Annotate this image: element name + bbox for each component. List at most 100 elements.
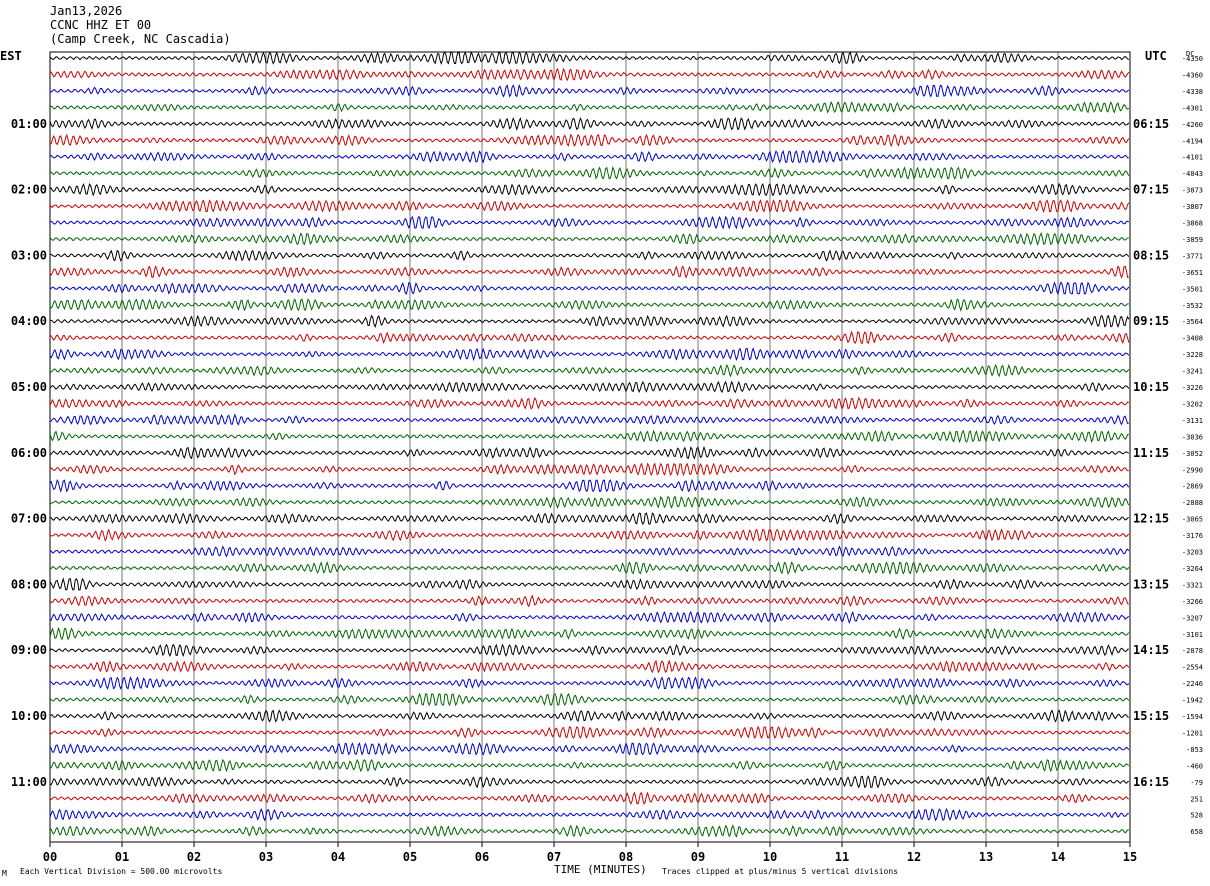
- dc-offset-label: -4194: [1182, 137, 1203, 145]
- dc-offset-label: -3873: [1182, 187, 1203, 195]
- trace-line: [49, 101, 1130, 114]
- scale-note: Each Vertical Division = 500.00 microvol…: [20, 867, 223, 876]
- axis-labels: 00 01 02 03 04 05 06 07 08 09 10 11 12 13 14 15 -4350 -43…: [11, 55, 1203, 864]
- dc-offset-label: -79: [1190, 779, 1203, 787]
- x-tick-label: 12: [907, 850, 921, 864]
- trace-line: [49, 807, 1129, 822]
- plot-border: [49, 51, 1131, 843]
- trace-line: [49, 429, 1130, 444]
- trace-line: [49, 232, 1129, 246]
- trace-line: [49, 758, 1130, 773]
- dc-label: DC: [1186, 50, 1195, 58]
- trace-line: [49, 610, 1130, 625]
- x-tick-label: 02: [187, 850, 201, 864]
- dc-offset-label: -3564: [1182, 318, 1203, 326]
- trace-line: [49, 133, 1130, 148]
- dc-offset-label: -2888: [1182, 499, 1203, 507]
- trace-line: [49, 347, 1130, 362]
- trace-line: [49, 199, 1130, 213]
- utc-hour-label: 11:15: [1133, 446, 1169, 460]
- utc-hour-label: 06:15: [1133, 117, 1169, 131]
- x-tick-label: 06: [475, 850, 489, 864]
- dc-offset-label: -4260: [1182, 121, 1203, 129]
- est-hour-label: 10:00: [11, 709, 47, 723]
- dc-offset-label: -2246: [1182, 680, 1203, 688]
- chart-date: Jan13,2026: [50, 4, 123, 18]
- x-tick-label: 05: [403, 850, 417, 864]
- utc-hour-label: 13:15: [1133, 577, 1169, 591]
- dc-offset-label: -3321: [1182, 581, 1203, 589]
- dc-offset-label: -2990: [1182, 466, 1203, 474]
- dc-offset-label: -4043: [1182, 170, 1203, 178]
- utc-hour-label: 08:15: [1133, 248, 1169, 262]
- x-tick-label: 08: [619, 850, 633, 864]
- est-hour-label: 05:00: [11, 380, 47, 394]
- trace-line: [49, 791, 1130, 806]
- trace-line: [49, 495, 1130, 509]
- est-hour-label: 11:00: [11, 775, 47, 789]
- dc-offset-label: -3202: [1182, 400, 1203, 408]
- dc-offset-label: -3065: [1182, 516, 1203, 524]
- dc-offset-label: -3203: [1182, 549, 1203, 557]
- dc-offset-label: -4338: [1182, 88, 1203, 96]
- dc-offset-label: -3859: [1182, 236, 1203, 244]
- trace-line: [49, 709, 1130, 723]
- dc-offset-label: 251: [1190, 795, 1203, 803]
- dc-offset-label: -3176: [1182, 532, 1203, 540]
- trace-line: [49, 215, 1130, 230]
- dc-offset-label: -3408: [1182, 335, 1203, 343]
- x-tick-label: 00: [43, 850, 57, 864]
- utc-hour-label: 14:15: [1133, 643, 1169, 657]
- dc-offset-label: -3131: [1182, 417, 1203, 425]
- dc-offset-label: 658: [1190, 828, 1203, 836]
- clip-note: Traces clipped at plus/minus 5 vertical …: [662, 867, 899, 876]
- trace-line: [49, 445, 1130, 460]
- chart-location: (Camp Creek, NC Cascadia): [50, 32, 231, 46]
- utc-hour-label: 09:15: [1133, 314, 1169, 328]
- x-axis-label: TIME (MINUTES): [554, 863, 647, 876]
- trace-line: [49, 692, 1130, 707]
- dc-offset-label: -3264: [1182, 565, 1203, 573]
- utc-hour-label: 10:15: [1133, 380, 1169, 394]
- dc-offset-label: -3036: [1182, 433, 1203, 441]
- x-tick-label: 09: [691, 850, 705, 864]
- x-tick-label: 15: [1123, 850, 1137, 864]
- x-tick-label: 04: [331, 850, 345, 864]
- trace-line: [49, 314, 1130, 329]
- x-tick-label: 10: [763, 850, 777, 864]
- trace-line: [49, 545, 1130, 558]
- trace-line: [49, 561, 1130, 576]
- est-hour-label: 03:00: [11, 248, 47, 262]
- chart-station: CCNC HHZ ET 00: [50, 18, 152, 32]
- trace-line: [49, 83, 1130, 98]
- utc-hour-label: 15:15: [1133, 709, 1169, 723]
- dc-offset-label: -3226: [1182, 384, 1203, 392]
- trace-line: [49, 742, 1130, 756]
- utc-hour-label: 12:15: [1133, 512, 1169, 526]
- dc-offset-label: -3052: [1182, 450, 1203, 458]
- dc-offset-label: -4301: [1182, 104, 1203, 112]
- x-tick-label: 14: [1051, 850, 1065, 864]
- trace-line: [49, 297, 1129, 312]
- trace-line: [49, 281, 1130, 296]
- est-hour-label: 07:00: [11, 512, 47, 526]
- x-tick-label: 03: [259, 850, 273, 864]
- est-hour-label: 09:00: [11, 643, 47, 657]
- dc-offset-label: -3651: [1182, 269, 1203, 277]
- dc-offset-label: -3207: [1182, 614, 1203, 622]
- dc-offset-label: -2554: [1182, 664, 1203, 672]
- plot-frame: [49, 51, 1131, 847]
- trace-line: [49, 512, 1129, 526]
- trace-line: [49, 676, 1130, 691]
- dc-offset-label: -3501: [1182, 285, 1203, 293]
- trace-line: [49, 478, 1130, 493]
- trace-line: [49, 182, 1130, 197]
- dc-offset-label: -3101: [1182, 631, 1203, 639]
- dc-offset-label: -1201: [1182, 729, 1203, 737]
- dc-offset-label: -4360: [1182, 71, 1203, 79]
- x-tick-label: 11: [835, 850, 849, 864]
- trace-line: [49, 149, 1129, 164]
- est-hour-label: 01:00: [11, 117, 47, 131]
- corner-mark: M: [2, 869, 7, 878]
